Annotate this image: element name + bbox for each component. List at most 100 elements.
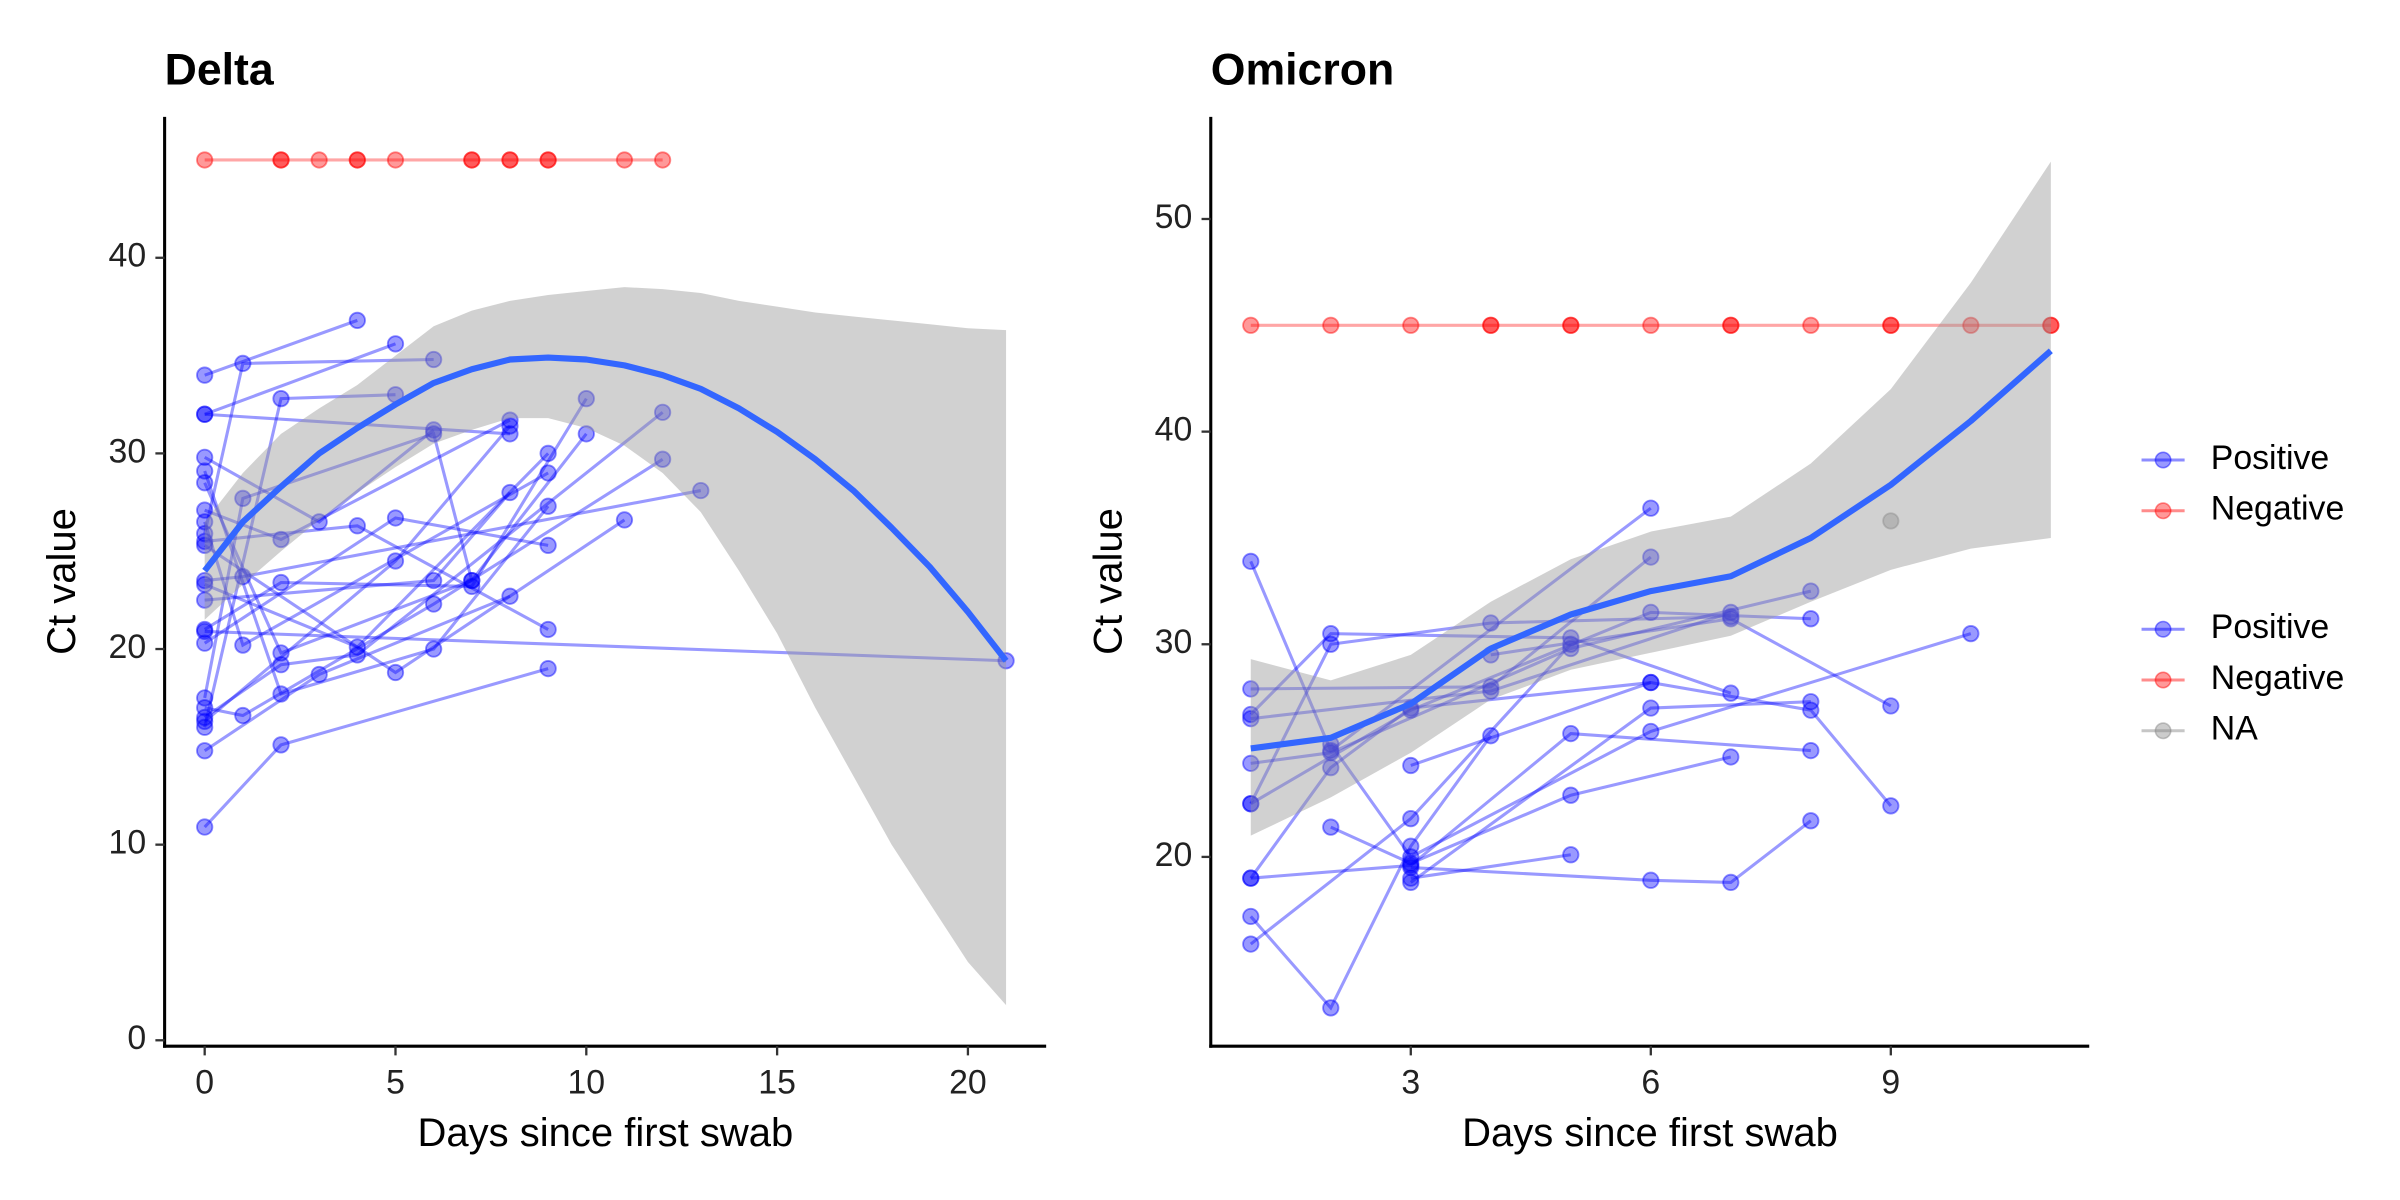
x-tick-label: 20 (949, 1064, 987, 1102)
positive-point (1242, 795, 1260, 813)
positive-point (501, 483, 519, 502)
plot-area (1242, 161, 2060, 1017)
positive-point (234, 354, 252, 373)
positive-point (1642, 673, 1660, 692)
positive-line (204, 489, 702, 583)
positive-point (234, 568, 252, 586)
positive-point (234, 636, 252, 654)
positive-line (1249, 610, 1811, 806)
negative-point (463, 151, 481, 169)
positive-point (272, 573, 290, 592)
positive-point (272, 644, 290, 662)
positive-point (196, 620, 214, 639)
positive-point (1562, 846, 1580, 864)
legend-label: Positive (2211, 439, 2329, 477)
negative-point (1242, 316, 1260, 334)
positive-point (1242, 552, 1260, 570)
y-tick-label: 0 (127, 1019, 146, 1057)
positive-point (386, 509, 405, 527)
positive-line (1249, 615, 1731, 805)
positive-point (196, 591, 214, 609)
positive-line (204, 491, 512, 602)
positive-point (386, 552, 405, 570)
positive-point (501, 587, 519, 605)
positive-point (196, 634, 214, 652)
na-point (1882, 512, 1900, 530)
positive-line (1250, 610, 1732, 721)
y-tick-label: 40 (1155, 411, 1193, 449)
positive-point (1242, 907, 1260, 926)
positive-point (1322, 635, 1340, 653)
negative-point (1882, 316, 1900, 334)
positive-line (1329, 632, 1972, 859)
panel-title: Omicron (1211, 46, 1394, 95)
negative-point (310, 151, 328, 169)
positive-point (1402, 848, 1420, 866)
positive-point (1242, 705, 1260, 724)
negative-point (2042, 316, 2060, 334)
positive-point (1242, 754, 1260, 772)
y-tick-label: 40 (109, 237, 147, 275)
positive-line (204, 318, 358, 377)
positive-point (196, 742, 214, 760)
positive-point (1562, 724, 1580, 743)
positive-line (1249, 632, 1732, 716)
y-tick-label: 50 (1155, 198, 1193, 236)
positive-point (348, 646, 366, 664)
positive-point (1402, 873, 1420, 892)
positive-point (1642, 499, 1660, 517)
positive-point (272, 390, 290, 408)
negative-point (386, 151, 405, 169)
positive-point (196, 513, 214, 531)
positive-point (234, 706, 252, 725)
positive-point (1322, 758, 1340, 777)
negative-point (1722, 316, 1740, 334)
positive-line (1249, 681, 1651, 880)
positive-point (1322, 741, 1340, 760)
positive-point (1562, 635, 1580, 653)
positive-line (1249, 643, 1572, 946)
positive-point (463, 571, 481, 590)
x-tick-label: 0 (195, 1064, 214, 1102)
positive-line (1250, 731, 1811, 880)
positive-point (501, 417, 519, 435)
positive-point (1962, 625, 1980, 643)
positive-point (1722, 684, 1740, 702)
positive-point (1402, 858, 1420, 877)
positive-point (1882, 797, 1900, 815)
positive-point (1642, 673, 1660, 692)
positive-point (425, 425, 443, 443)
positive-point (386, 335, 405, 353)
positive-point (1402, 756, 1420, 775)
positive-point (272, 736, 290, 754)
positive-point (1322, 818, 1340, 836)
positive-point (692, 481, 710, 500)
positive-point (348, 311, 366, 329)
x-tick-label: 6 (1641, 1064, 1660, 1102)
positive-point (196, 712, 214, 731)
positive-point (196, 501, 214, 519)
positive-line (1249, 734, 1493, 1011)
positive-point (348, 517, 366, 535)
positive-line (1250, 589, 1812, 765)
smooth-line (202, 354, 1009, 663)
x-axis-title: Days since first swab (418, 1111, 794, 1155)
positive-line (203, 471, 549, 648)
positive-point (501, 411, 519, 429)
positive-point (196, 818, 214, 836)
positive-line (203, 518, 626, 675)
negative-point (272, 151, 290, 169)
positive-point (1242, 869, 1260, 887)
negative-point (615, 151, 634, 169)
positive-point (463, 577, 481, 596)
positive-point (196, 405, 214, 423)
positive-point (1722, 603, 1740, 621)
positive-line (203, 428, 435, 524)
y-tick-label: 10 (109, 824, 147, 862)
positive-line (1410, 819, 1812, 884)
positive-point (539, 464, 557, 482)
positive-line (1249, 506, 1652, 754)
y-axis-title: Ct value (1086, 508, 1130, 655)
positive-point (196, 536, 214, 554)
positive-point (272, 656, 290, 674)
